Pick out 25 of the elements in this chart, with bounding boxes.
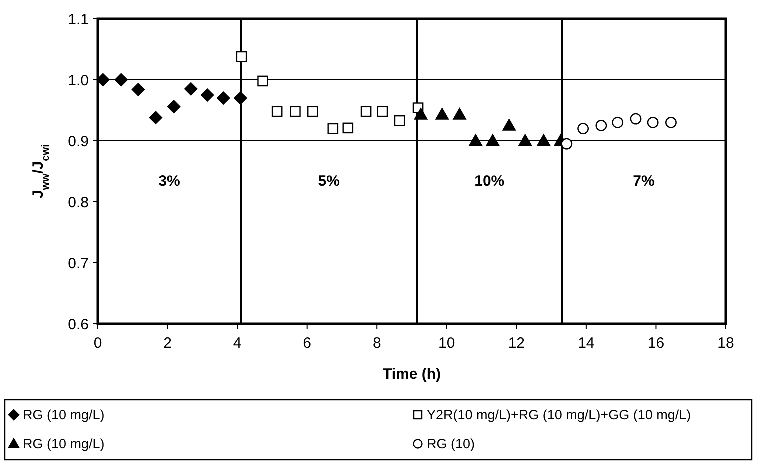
x-tick-label: 0 bbox=[94, 335, 102, 352]
x-tick-label: 18 bbox=[718, 335, 734, 352]
x-tick-label: 6 bbox=[303, 335, 312, 352]
x-tick-label: 8 bbox=[372, 335, 382, 352]
x-tick-label: 4 bbox=[233, 335, 242, 352]
legend-label: Y2R(10 mg/L)+RG (10 mg/L)+GG (10 mg/L) bbox=[427, 408, 692, 423]
x-tick-label: 2 bbox=[164, 335, 172, 352]
x-tick-label: 12 bbox=[508, 335, 526, 352]
annotation: 10% bbox=[474, 172, 505, 190]
y-tick-label: 0.9 bbox=[68, 133, 89, 150]
y-tick-label: 0.6 bbox=[68, 316, 89, 334]
legend-label: RG (10 mg/L) bbox=[23, 436, 105, 452]
x-axis-title: Time (h) bbox=[382, 366, 442, 383]
y-tick-label: 0.7 bbox=[68, 255, 89, 272]
annotation: 3% bbox=[158, 172, 180, 190]
y-tick-label: 1.0 bbox=[68, 72, 89, 90]
x-tick-label: 16 bbox=[648, 335, 665, 352]
legend-label: RG (10) bbox=[427, 436, 476, 452]
annotation: 5% bbox=[318, 172, 340, 190]
y-tick-label: 1.1 bbox=[68, 11, 89, 28]
legend-label: RG (10 mg/L) bbox=[23, 408, 105, 423]
x-tick-label: 10 bbox=[438, 335, 456, 352]
x-tick-label: 14 bbox=[578, 335, 595, 352]
annotation: 7% bbox=[633, 172, 655, 190]
y-tick-label: 0.8 bbox=[68, 194, 89, 212]
